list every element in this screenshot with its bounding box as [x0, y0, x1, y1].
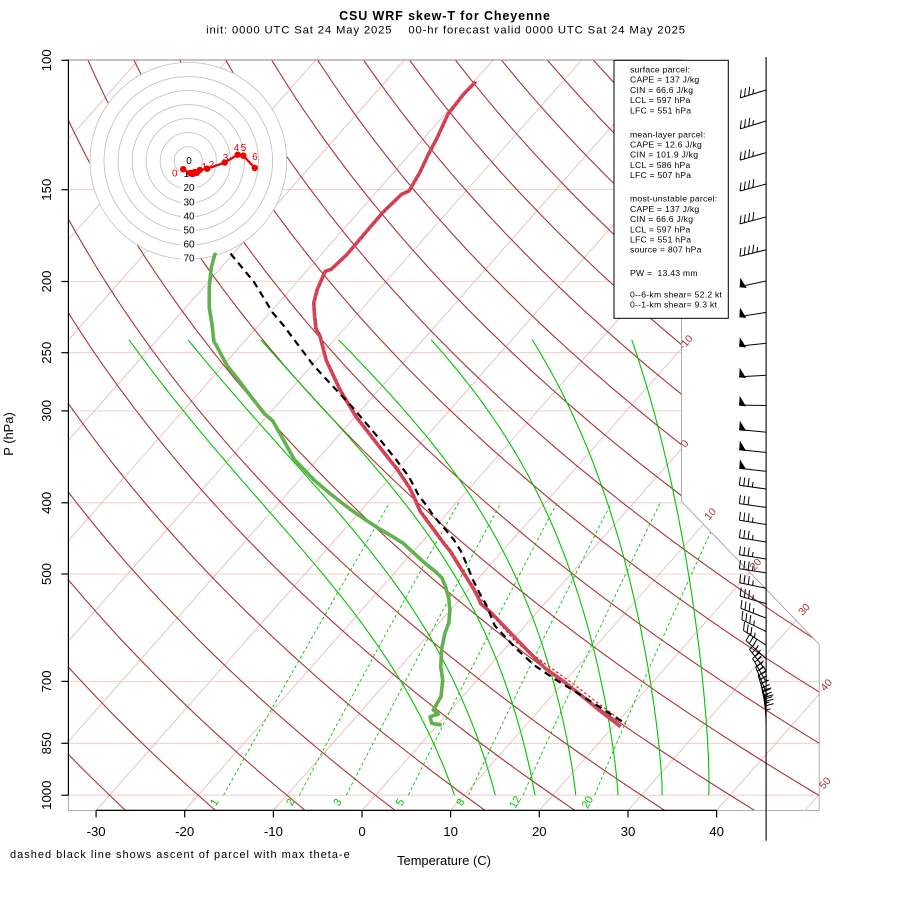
svg-text:2: 2	[284, 797, 297, 808]
svg-text:P (hPa): P (hPa)	[1, 412, 16, 455]
svg-text:surface parcel:: surface parcel:	[630, 64, 690, 74]
svg-text:300: 300	[39, 400, 54, 422]
svg-text:CIN = 66.6 J/kg: CIN = 66.6 J/kg	[630, 85, 693, 95]
svg-text:50: 50	[183, 225, 195, 236]
svg-text:dashed black line shows ascent: dashed black line shows ascent of parcel…	[10, 849, 351, 861]
svg-text:CSU WRF skew-T for Cheyenne: CSU WRF skew-T for Cheyenne	[339, 9, 551, 23]
svg-text:LFC = 551 hPa: LFC = 551 hPa	[630, 235, 691, 245]
svg-text:2: 2	[209, 160, 215, 171]
svg-text:CAPE = 137 J/kg: CAPE = 137 J/kg	[630, 204, 699, 214]
svg-text:Temperature (C): Temperature (C)	[397, 853, 491, 868]
svg-text:0: 0	[172, 168, 178, 179]
svg-text:10: 10	[443, 824, 458, 839]
svg-text:6: 6	[252, 152, 258, 163]
svg-text:3: 3	[223, 153, 229, 164]
svg-text:-30: -30	[87, 824, 106, 839]
svg-text:8: 8	[454, 797, 467, 808]
svg-text:150: 150	[39, 179, 54, 201]
svg-text:LCL = 597 hPa: LCL = 597 hPa	[630, 224, 691, 234]
svg-text:LCL = 597 hPa: LCL = 597 hPa	[630, 95, 691, 105]
svg-text:-20: -20	[175, 824, 194, 839]
svg-text:CAPE = 137 J/kg: CAPE = 137 J/kg	[630, 75, 699, 85]
svg-text:5: 5	[394, 797, 407, 808]
svg-text:500: 500	[39, 563, 54, 585]
svg-text:PW = 13.43 mm: PW = 13.43 mm	[630, 268, 698, 278]
svg-text:LCL = 586 hPa: LCL = 586 hPa	[630, 160, 691, 170]
svg-text:200: 200	[39, 270, 54, 292]
svg-text:mean-layer parcel:: mean-layer parcel:	[630, 129, 706, 139]
svg-text:1: 1	[208, 797, 221, 808]
svg-text:100: 100	[39, 49, 54, 71]
svg-text:30: 30	[183, 197, 195, 208]
svg-text:4: 4	[234, 143, 240, 154]
svg-text:0: 0	[358, 824, 365, 839]
svg-text:700: 700	[39, 670, 54, 692]
svg-text:1: 1	[202, 162, 208, 173]
svg-text:0--6-km shear= 52.2 kt: 0--6-km shear= 52.2 kt	[630, 289, 723, 299]
svg-text:CIN = 66.6 J/kg: CIN = 66.6 J/kg	[630, 214, 693, 224]
svg-text:850: 850	[39, 732, 54, 754]
svg-text:60: 60	[183, 239, 195, 250]
svg-text:0--1-km shear= 9.3 kt: 0--1-km shear= 9.3 kt	[630, 300, 718, 310]
svg-text:40: 40	[709, 824, 724, 839]
svg-text:400: 400	[39, 492, 54, 514]
svg-text:12: 12	[507, 794, 524, 811]
svg-text:-10: -10	[264, 824, 283, 839]
svg-text:70: 70	[183, 254, 195, 265]
svg-text:LFC = 507 hPa: LFC = 507 hPa	[630, 170, 691, 180]
svg-text:source = 807 hPa: source = 807 hPa	[630, 245, 702, 255]
svg-text:5: 5	[241, 143, 247, 154]
svg-text:0: 0	[186, 156, 192, 167]
svg-text:CAPE = 12.6 J/kg: CAPE = 12.6 J/kg	[630, 140, 702, 150]
svg-text:most-unstable parcel:: most-unstable parcel:	[630, 194, 717, 204]
svg-text:250: 250	[39, 342, 54, 364]
svg-text:20: 20	[532, 824, 547, 839]
svg-text:init: 0000 UTC Sat 24 May 2025: init: 0000 UTC Sat 24 May 2025 00-hr for…	[206, 25, 686, 37]
svg-text:40: 40	[183, 211, 195, 222]
svg-text:1000: 1000	[39, 781, 54, 810]
svg-text:3: 3	[331, 797, 344, 808]
svg-text:30: 30	[621, 824, 636, 839]
svg-text:20: 20	[580, 794, 597, 811]
svg-text:CIN = 101.9 J/kg: CIN = 101.9 J/kg	[630, 150, 698, 160]
svg-text:LFC = 551 hPa: LFC = 551 hPa	[630, 105, 691, 115]
svg-text:20: 20	[183, 183, 195, 194]
